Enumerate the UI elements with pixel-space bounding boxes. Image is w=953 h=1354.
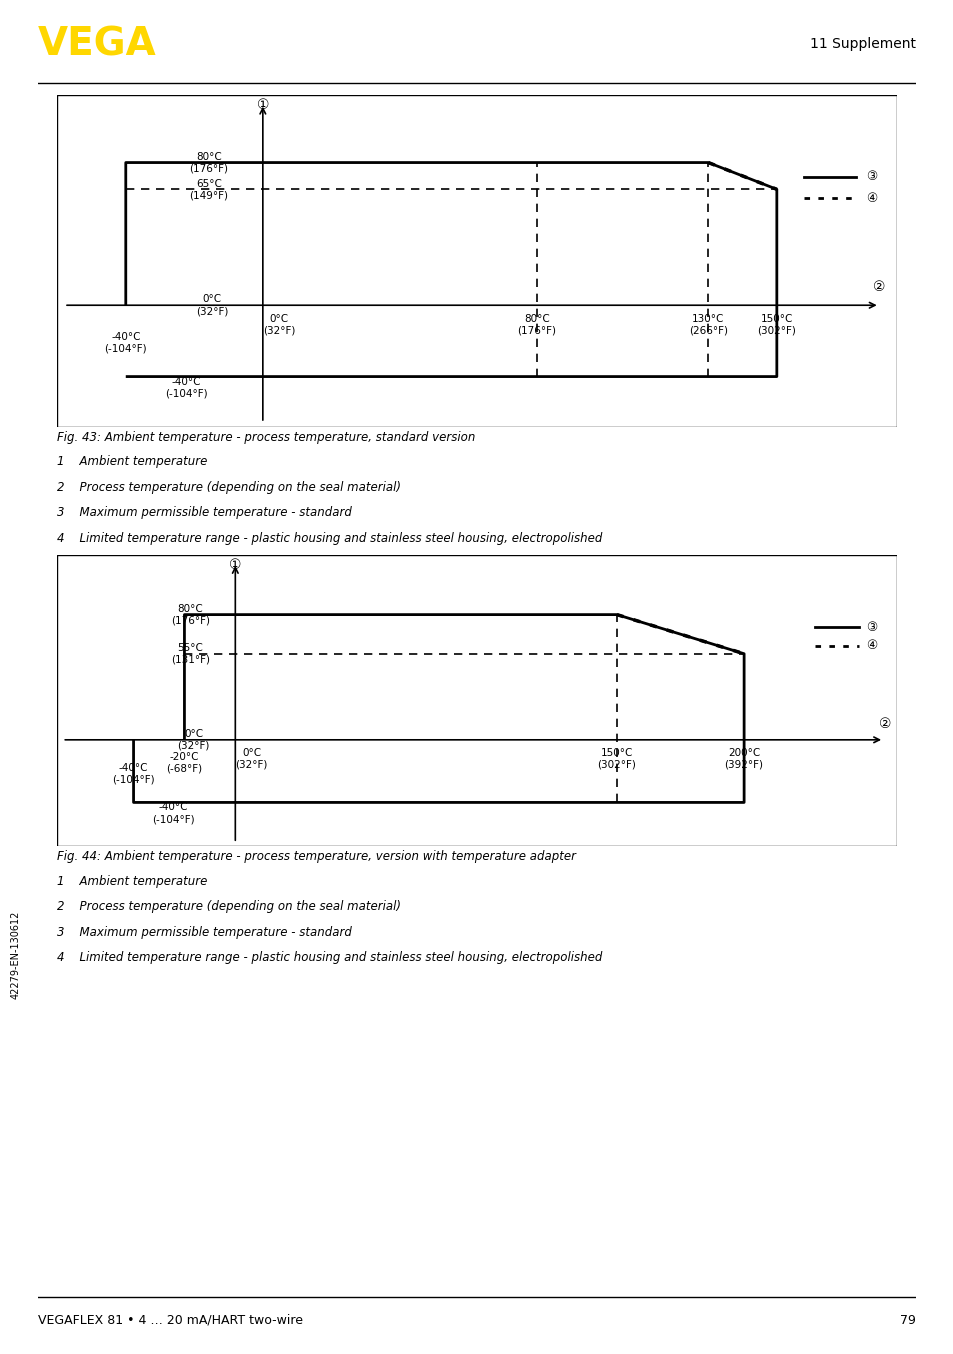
- Text: ②: ②: [878, 718, 890, 731]
- Text: 2    Process temperature (depending on the seal material): 2 Process temperature (depending on the …: [57, 481, 401, 494]
- Text: 4    Limited temperature range - plastic housing and stainless steel housing, el: 4 Limited temperature range - plastic ho…: [57, 952, 602, 964]
- Text: 4    Limited temperature range - plastic housing and stainless steel housing, el: 4 Limited temperature range - plastic ho…: [57, 532, 602, 544]
- Text: 55°C
(131°F): 55°C (131°F): [171, 643, 210, 665]
- Text: 0°C
(32°F): 0°C (32°F): [263, 314, 294, 336]
- Text: -40°C
(-104°F): -40°C (-104°F): [152, 803, 194, 825]
- Text: 150°C
(302°F): 150°C (302°F): [757, 314, 796, 336]
- Text: 1    Ambient temperature: 1 Ambient temperature: [57, 875, 208, 888]
- Text: ④: ④: [865, 192, 876, 204]
- Text: 80°C
(176°F): 80°C (176°F): [190, 152, 229, 173]
- Text: ②: ②: [872, 280, 884, 294]
- Text: ①: ①: [229, 558, 241, 573]
- Text: Fig. 44: Ambient temperature - process temperature, version with temperature ada: Fig. 44: Ambient temperature - process t…: [57, 850, 576, 864]
- Text: 65°C
(149°F): 65°C (149°F): [190, 179, 229, 200]
- Text: -40°C
(-104°F): -40°C (-104°F): [112, 764, 154, 785]
- Text: ④: ④: [865, 639, 877, 653]
- Text: 3    Maximum permissible temperature - standard: 3 Maximum permissible temperature - stan…: [57, 506, 352, 519]
- Text: 3    Maximum permissible temperature - standard: 3 Maximum permissible temperature - stan…: [57, 926, 352, 938]
- Text: 200°C
(392°F): 200°C (392°F): [724, 747, 762, 769]
- Text: 150°C
(302°F): 150°C (302°F): [597, 747, 636, 769]
- Text: ③: ③: [865, 620, 877, 634]
- Text: 80°C
(176°F): 80°C (176°F): [171, 604, 210, 626]
- Text: -40°C
(-104°F): -40°C (-104°F): [165, 376, 208, 398]
- Text: 11 Supplement: 11 Supplement: [809, 37, 915, 51]
- Text: 0°C
(32°F): 0°C (32°F): [235, 747, 268, 769]
- Text: 1    Ambient temperature: 1 Ambient temperature: [57, 455, 208, 468]
- Text: 0°C
(32°F): 0°C (32°F): [177, 728, 210, 750]
- Text: VEGA: VEGA: [38, 24, 156, 64]
- Text: -20°C
(-68°F): -20°C (-68°F): [166, 753, 202, 774]
- Text: 79: 79: [899, 1313, 915, 1327]
- Text: 130°C
(266°F): 130°C (266°F): [688, 314, 727, 336]
- Text: 42279-EN-130612: 42279-EN-130612: [10, 910, 20, 999]
- Text: ③: ③: [865, 171, 876, 183]
- Text: 0°C
(32°F): 0°C (32°F): [196, 294, 229, 315]
- Text: -40°C
(-104°F): -40°C (-104°F): [104, 332, 147, 353]
- Text: VEGAFLEX 81 • 4 … 20 mA/HART two-wire: VEGAFLEX 81 • 4 … 20 mA/HART two-wire: [38, 1313, 303, 1327]
- Text: 80°C
(176°F): 80°C (176°F): [517, 314, 556, 336]
- Text: 2    Process temperature (depending on the seal material): 2 Process temperature (depending on the …: [57, 900, 401, 914]
- Text: Fig. 43: Ambient temperature - process temperature, standard version: Fig. 43: Ambient temperature - process t…: [57, 431, 476, 444]
- Text: ①: ①: [256, 99, 269, 112]
